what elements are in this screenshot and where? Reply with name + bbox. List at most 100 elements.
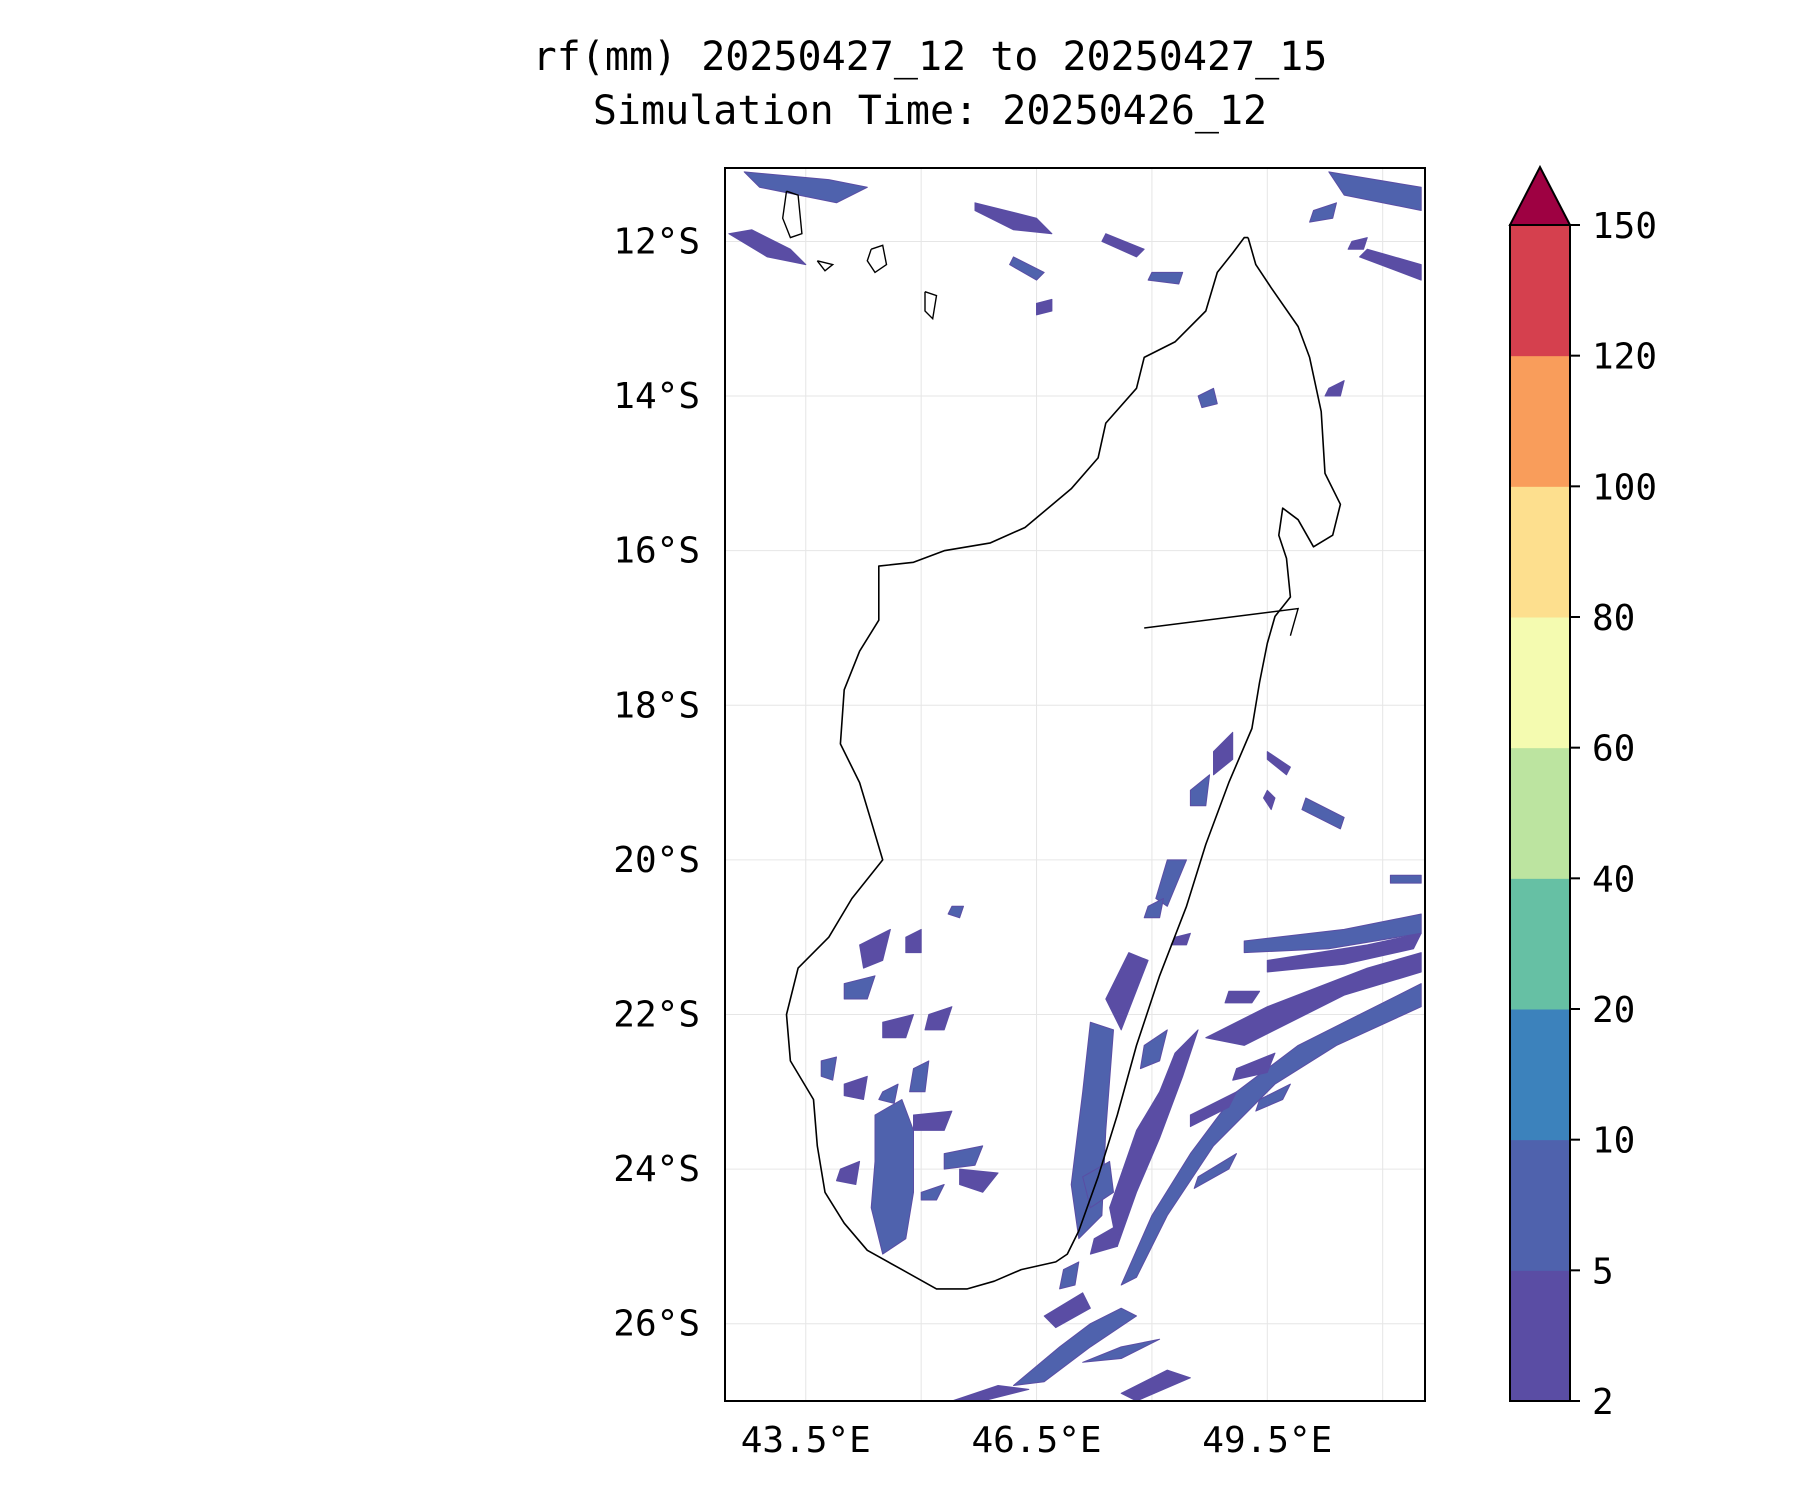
colorbar-tick-label: 150: [1592, 206, 1657, 247]
rainfall-region: [943, 1145, 984, 1170]
longitude-labels: 43.5°E 46.5°E 49.5°E: [741, 1420, 1333, 1461]
rainfall-region: [1036, 298, 1053, 316]
rainfall-region: [743, 171, 868, 204]
lat-tick-label: 14°S: [613, 376, 700, 417]
rainfall-region: [882, 1014, 914, 1039]
lat-tick-label: 26°S: [613, 1304, 700, 1345]
rainfall-region: [1266, 932, 1422, 973]
colorbar-tick-label: 40: [1592, 859, 1635, 900]
map-frame: [724, 167, 1426, 1402]
rainfall-region: [924, 1006, 953, 1031]
rainfall-region: [843, 975, 876, 1000]
rainfall-region: [728, 229, 807, 266]
colorbar-tick-label: 100: [1592, 467, 1657, 508]
rainfall-region: [947, 905, 964, 919]
rainfall-region: [1120, 983, 1422, 1286]
colorbar: 2 5 10 20 40 60 80 100 120 150: [1508, 164, 1657, 1423]
rainfall-region: [836, 1160, 861, 1185]
rainfall-region: [878, 1083, 899, 1104]
figure-title-line1: rf(mm) 20250427_12 to 20250427_15: [533, 34, 1328, 80]
island-coastline: [866, 244, 888, 274]
island-coastline: [924, 291, 938, 321]
colorbar-segment: [1510, 878, 1570, 1010]
rainfall-region: [1105, 952, 1149, 1031]
madagascar-coastline: [785, 236, 1342, 1290]
colorbar-segment: [1510, 225, 1570, 357]
rainfall-region: [1197, 387, 1218, 409]
rainfall-region: [820, 1056, 837, 1081]
rainfall-region: [1189, 1091, 1237, 1128]
rainfall-region: [859, 928, 891, 969]
rainfall-region: [1101, 233, 1145, 258]
colorbar-segment: [1510, 355, 1570, 487]
rainfall-region: [1120, 1369, 1191, 1401]
lon-tick-label: 43.5°E: [741, 1420, 871, 1461]
lat-tick-label: 22°S: [613, 994, 700, 1035]
lat-tick-label: 12°S: [613, 221, 700, 262]
rainfall-region: [1082, 1338, 1161, 1363]
rainfall-region: [843, 1075, 868, 1100]
rainfall-region: [1255, 1083, 1291, 1112]
coastline-layer: [781, 190, 1342, 1290]
rainfall-region: [920, 1184, 945, 1201]
rainfall-region: [1109, 1029, 1199, 1247]
rainfall-region: [959, 1168, 999, 1193]
rainfall-region: [909, 1060, 930, 1093]
rainfall-region: [1232, 1052, 1276, 1081]
colorbar-tick-label: 80: [1592, 598, 1635, 639]
colorbar-segment: [1510, 486, 1570, 618]
colorbar-tick-label: 20: [1592, 990, 1635, 1031]
rainfall-region: [1263, 789, 1276, 811]
figure-title-line2: Simulation Time: 20250426_12: [593, 88, 1267, 134]
colorbar-segment: [1510, 1009, 1570, 1141]
rainfall-region: [1205, 952, 1422, 1046]
colorbar-tick-label: 120: [1592, 337, 1657, 378]
rainfall-region: [1139, 1029, 1168, 1070]
rainfall-region: [1389, 874, 1422, 884]
rainfall-region: [1013, 1307, 1137, 1386]
map-area: 12°S14°S16°S18°S20°S22°S24°S26°S 43.5°E 4…: [613, 167, 1426, 1461]
rainfall-layer: [728, 171, 1422, 1401]
latitude-labels: 12°S 14°S 16°S 18°S 20°S 22°S 24°S 26°S: [613, 221, 700, 1344]
lon-tick-label: 46.5°E: [972, 1420, 1102, 1461]
rainfall-region: [1359, 248, 1422, 281]
colorbar-segment: [1510, 1270, 1570, 1402]
lat-tick-label: 16°S: [613, 531, 700, 572]
lat-tick-label: 20°S: [613, 840, 700, 881]
rainfall-region: [1155, 859, 1187, 907]
lat-tick-label: 18°S: [613, 685, 700, 726]
rainfall-region: [870, 1099, 914, 1255]
rainfall-region: [1143, 898, 1164, 919]
rainfall-region: [1347, 237, 1368, 250]
rainfall-region: [951, 1385, 1030, 1401]
colorbar-segment: [1510, 747, 1570, 879]
island-coastline: [1144, 607, 1300, 636]
rainfall-region: [1328, 171, 1422, 211]
colorbar-tick-label: 5: [1592, 1251, 1614, 1292]
colorbar-tick-label: 10: [1592, 1121, 1635, 1162]
island-coastline: [816, 260, 835, 272]
rainfall-region: [1213, 731, 1234, 776]
rainfall-region: [1193, 1153, 1237, 1189]
rainfall-region: [1301, 797, 1345, 830]
colorbar-tick-label: 2: [1592, 1382, 1614, 1423]
rainfall-region: [905, 928, 922, 954]
colorbar-tick-label: 60: [1592, 729, 1635, 770]
rainfall-region: [1089, 1222, 1122, 1255]
colorbar-frame: [1509, 224, 1571, 1402]
lon-tick-label: 49.5°E: [1202, 1420, 1332, 1461]
colorbar-segment: [1510, 1139, 1570, 1271]
rainfall-region: [1009, 256, 1045, 281]
rainfall-region: [1043, 1292, 1091, 1329]
rainfall-region: [1266, 751, 1291, 776]
rainfall-region: [913, 1110, 953, 1131]
map-gridlines: [725, 168, 1425, 1401]
rainfall-region: [1224, 990, 1261, 1004]
rainfall-region: [974, 202, 1053, 235]
colorbar-segment: [1510, 617, 1570, 749]
island-coastline: [781, 190, 803, 239]
rainfall-region: [1059, 1261, 1080, 1290]
lat-tick-label: 24°S: [613, 1149, 700, 1190]
rainfall-region: [1147, 271, 1184, 285]
